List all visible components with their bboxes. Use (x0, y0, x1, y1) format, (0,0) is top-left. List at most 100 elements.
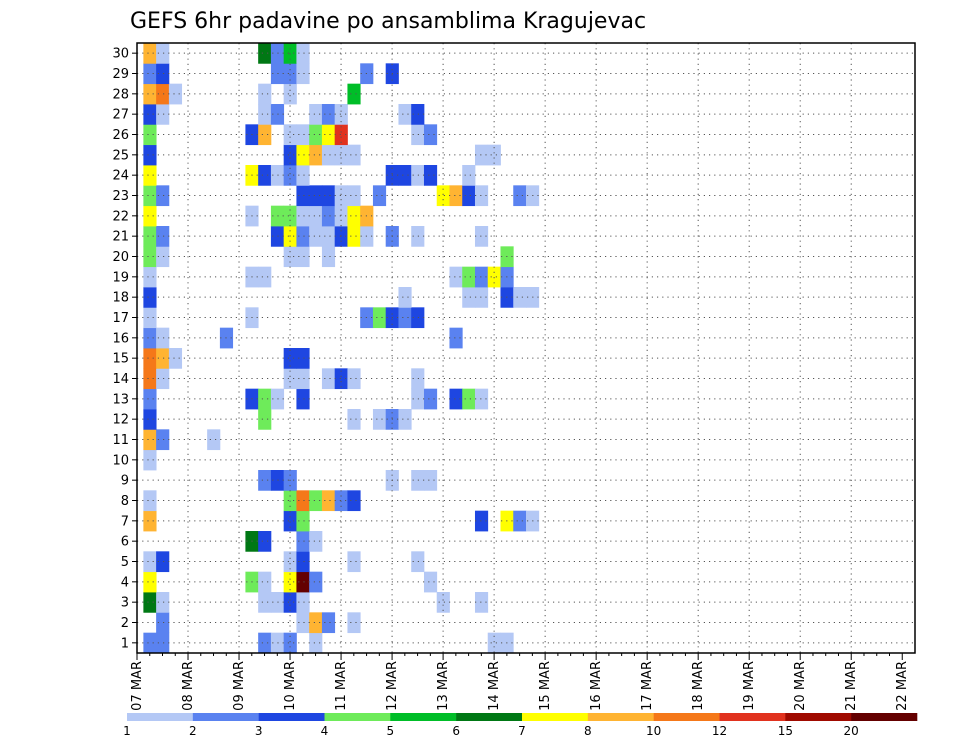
heatmap-cell (143, 551, 157, 573)
heatmap-cell (296, 165, 310, 186)
heatmap-cell (321, 368, 336, 390)
heatmap-cell (334, 124, 348, 146)
y-tick-label: 6 (121, 535, 129, 550)
heatmap-cell (347, 144, 361, 166)
heatmap-cell (143, 63, 157, 85)
heatmap-cell (321, 246, 336, 268)
heatmap-cell (156, 226, 170, 247)
heatmap-cell (296, 510, 310, 532)
colorbar-label: 3 (255, 724, 263, 738)
heatmap-cell (423, 571, 438, 593)
heatmap-cell (283, 368, 297, 390)
heatmap-cell (156, 348, 170, 369)
heatmap-cell (474, 510, 489, 532)
heatmap-cell (462, 266, 476, 288)
colorbar-swatch (785, 713, 852, 721)
heatmap-cell (309, 490, 323, 512)
heatmap-cell (474, 144, 489, 166)
colorbar-swatch (258, 713, 325, 721)
heatmap-cell (347, 205, 361, 227)
x-tick-label: 12 MAR (385, 661, 400, 711)
colorbar-label: 7 (518, 724, 526, 738)
heatmap-cell (309, 205, 323, 227)
heatmap-cell (207, 429, 221, 451)
heatmap-cell (513, 287, 527, 308)
heatmap-cell (411, 165, 425, 186)
heatmap-cell (347, 185, 361, 207)
y-tick-label: 20 (112, 250, 129, 265)
heatmap-cell (143, 165, 157, 186)
heatmap-cell (143, 266, 157, 288)
heatmap-cell (143, 490, 157, 512)
heatmap-cell (258, 266, 272, 288)
heatmap-cell (143, 429, 157, 451)
y-tick-label: 2 (121, 616, 129, 631)
heatmap-cell (309, 632, 323, 654)
heatmap-cell (347, 83, 361, 105)
plot-frame (136, 42, 916, 654)
heatmap-cell (143, 205, 157, 227)
x-tick-label: 11 MAR (334, 661, 349, 711)
y-tick-label: 21 (112, 230, 129, 245)
x-tick-label: 09 MAR (232, 661, 247, 711)
heatmap-cell (283, 144, 297, 166)
heatmap-cell (474, 592, 489, 613)
y-tick-label: 30 (112, 47, 129, 62)
heatmap-cell (462, 388, 476, 410)
chart-title: GEFS 6hr padavine po ansamblima Kragujev… (130, 9, 646, 34)
heatmap-cell (309, 612, 323, 634)
heatmap-cell (474, 185, 489, 207)
heatmap-cell (321, 490, 336, 512)
heatmap-cell (296, 388, 310, 410)
heatmap-cell (258, 124, 272, 146)
heatmap-cell (283, 205, 297, 227)
heatmap-cells (143, 43, 540, 654)
y-axis-ticks: 1234567891011121314151617181920212223242… (112, 47, 137, 651)
colorbar-swatch (587, 713, 654, 721)
heatmap-cell (143, 368, 157, 390)
heatmap-cell (321, 124, 336, 146)
colorbar-label: 10 (646, 724, 661, 738)
heatmap-cell (347, 368, 361, 390)
colorbar-swatch (324, 713, 391, 721)
heatmap-cell (143, 348, 157, 369)
heatmap-cell (168, 83, 183, 105)
colorbar-label: 2 (189, 724, 197, 738)
heatmap-cell (321, 226, 336, 247)
heatmap-cell (156, 185, 170, 207)
heatmap-cell (143, 226, 157, 247)
heatmap-cell (296, 551, 310, 573)
heatmap-cell (156, 551, 170, 573)
heatmap-cell (296, 490, 310, 512)
heatmap-cell (296, 185, 310, 207)
x-tick-label: 14 MAR (487, 661, 502, 711)
y-tick-label: 3 (121, 596, 129, 611)
x-tick-label: 10 MAR (283, 661, 298, 711)
colorbar-label: 12 (712, 724, 727, 738)
heatmap-cell (283, 124, 297, 146)
heatmap-cell (296, 246, 310, 268)
colorbar-swatch (653, 713, 720, 721)
heatmap-cell (449, 388, 463, 410)
heatmap-cell (143, 327, 157, 349)
colorbar-label: 20 (844, 724, 859, 738)
heatmap-cell (258, 470, 272, 491)
colorbar-swatch (192, 713, 259, 721)
y-tick-label: 13 (112, 392, 129, 407)
heatmap-cell (156, 429, 170, 451)
heatmap-cell (143, 307, 157, 329)
heatmap-cell (258, 531, 272, 552)
x-tick-label: 16 MAR (589, 661, 604, 711)
heatmap-cell (258, 571, 272, 593)
y-tick-label: 17 (112, 311, 129, 326)
heatmap-cell (296, 612, 310, 634)
heatmap-cell (143, 592, 157, 613)
heatmap-cell (334, 185, 348, 207)
heatmap-cell (258, 104, 272, 125)
heatmap-cell (321, 144, 336, 166)
colorbar-label: 1 (123, 724, 131, 738)
heatmap-cell (143, 409, 157, 430)
y-tick-label: 1 (121, 636, 129, 651)
y-tick-label: 28 (112, 87, 129, 102)
y-tick-label: 27 (112, 108, 129, 123)
